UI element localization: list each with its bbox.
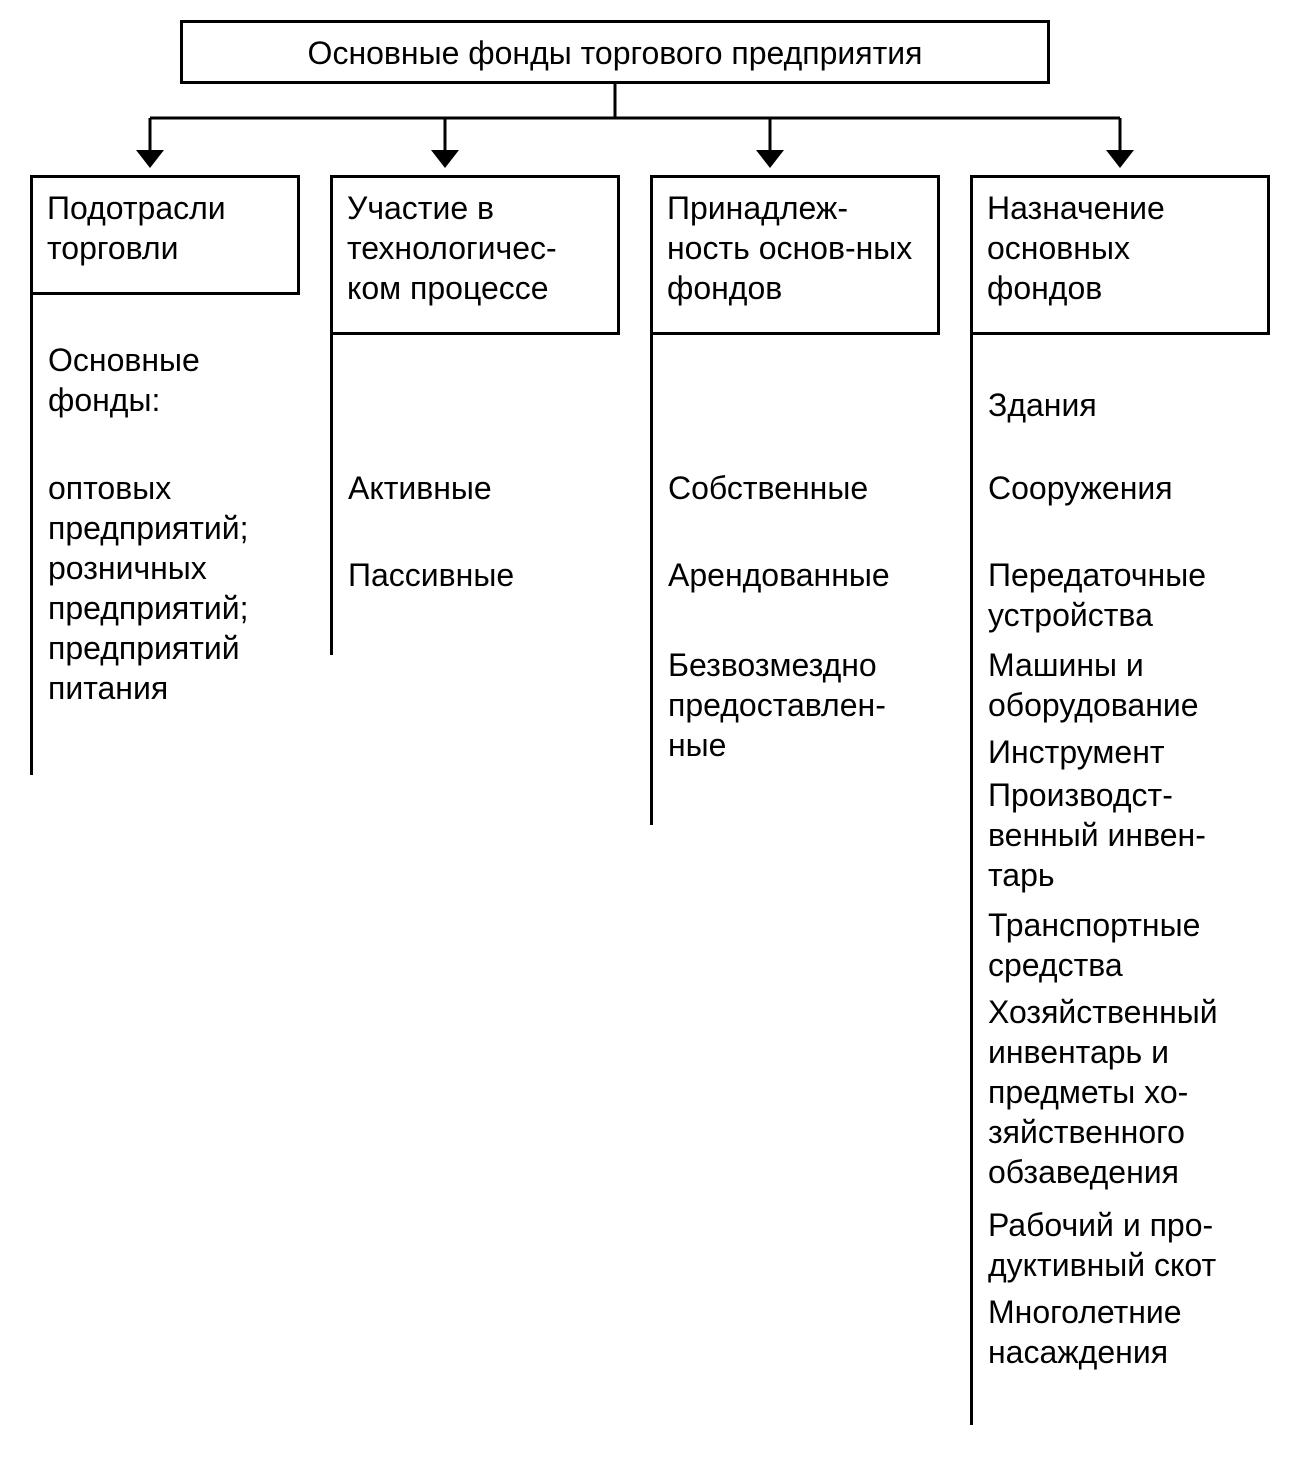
category-item: Хозяйственный инвентарь и предметы хо- з… (988, 992, 1218, 1192)
category-item: Сооружения (988, 468, 1173, 508)
category-stem (330, 335, 333, 655)
category-box-purpose: Назначение основных фондов (970, 175, 1270, 335)
category-item: оптовых предприятий; розничных предприят… (48, 468, 249, 708)
category-item: Рабочий и про- дуктивный скот (988, 1205, 1216, 1285)
category-box-participation: Участие в технологичес-ком процессе (330, 175, 620, 335)
category-item: Арендованные (668, 555, 890, 595)
category-item: Основные фонды: (48, 340, 200, 420)
category-item: Инструмент (988, 732, 1165, 772)
category-item: Активные (348, 468, 492, 508)
category-item: Транспортные средства (988, 905, 1200, 985)
category-stem (970, 335, 973, 1425)
category-stem (650, 335, 653, 825)
category-item: Здания (988, 385, 1097, 425)
category-stem (30, 295, 33, 775)
category-label: Назначение основных фондов (987, 190, 1165, 306)
diagram-canvas: Основные фонды торгового предприятия Подо… (0, 0, 1304, 1462)
category-item: Собственные (668, 468, 868, 508)
category-box-ownership: Принадлеж-ность основ-ных фондов (650, 175, 940, 335)
category-item: Многолетние насаждения (988, 1292, 1182, 1372)
category-box-subindustries: Подотрасли торговли (30, 175, 300, 295)
category-item: Безвозмездно предоставлен- ные (668, 645, 886, 765)
category-label: Принадлеж-ность основ-ных фондов (667, 190, 912, 306)
category-label: Подотрасли торговли (47, 190, 226, 266)
category-item: Машины и оборудование (988, 645, 1199, 725)
category-item: Передаточные устройства (988, 555, 1206, 635)
root-label: Основные фонды торгового предприятия (308, 35, 923, 71)
category-label: Участие в технологичес-ком процессе (347, 190, 557, 306)
root-node: Основные фонды торгового предприятия (180, 20, 1050, 84)
category-item: Пассивные (348, 555, 514, 595)
category-item: Производст- венный инвен- тарь (988, 775, 1206, 895)
